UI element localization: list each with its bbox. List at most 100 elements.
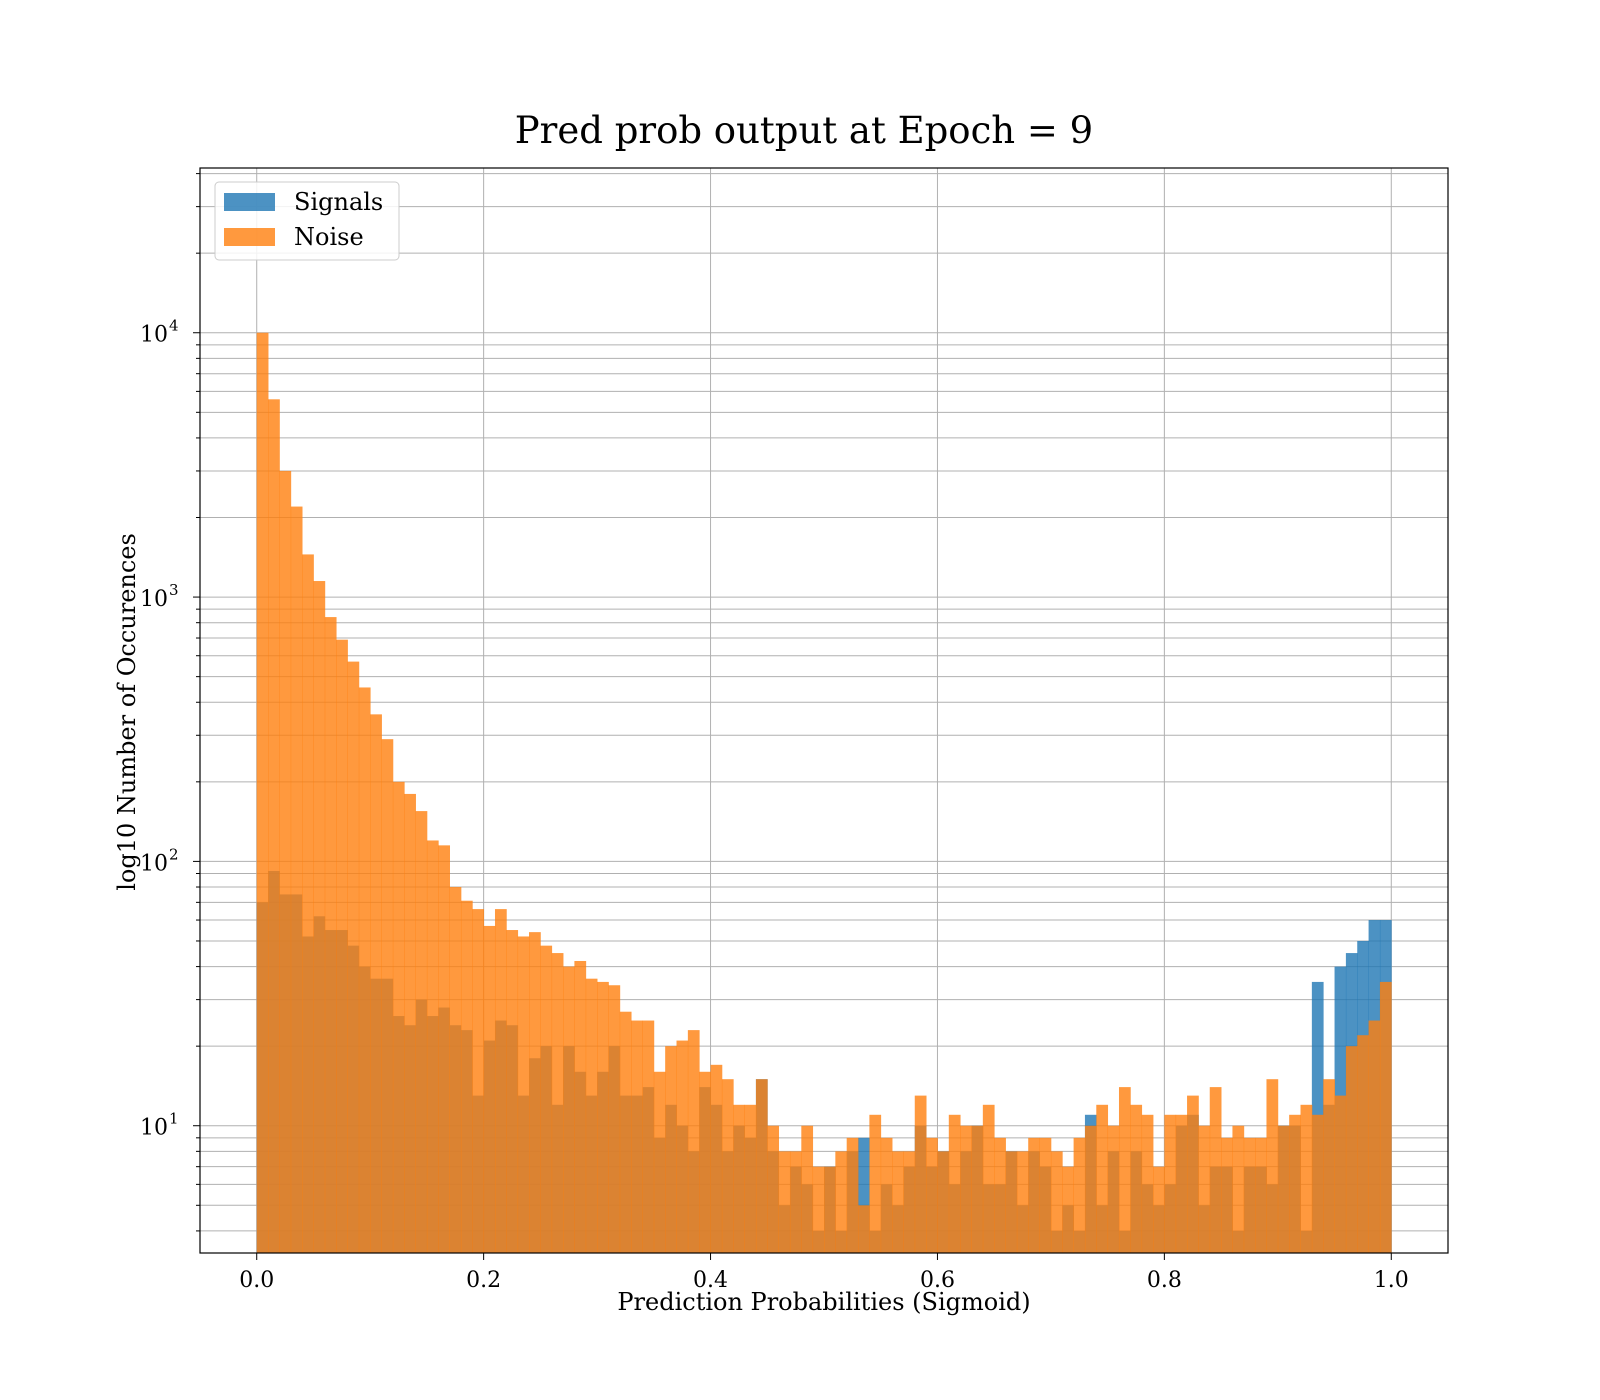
bar-noise — [631, 1020, 643, 1253]
bar-noise — [1005, 1151, 1018, 1253]
bar-noise — [687, 1030, 700, 1253]
bar-noise — [1277, 1125, 1290, 1253]
bar-noise — [937, 1151, 950, 1253]
bar-noise — [347, 661, 360, 1253]
bar-noise — [381, 739, 394, 1253]
bar-noise — [914, 1095, 927, 1253]
bar-noise — [1175, 1114, 1188, 1253]
bar-noise — [1198, 1125, 1211, 1253]
bar-noise — [1028, 1137, 1040, 1253]
bar-noise — [801, 1125, 814, 1253]
bar-noise — [744, 1104, 757, 1253]
legend-label-signals: Signals — [294, 188, 383, 216]
bar-noise — [880, 1137, 893, 1253]
bar-noise — [1084, 1125, 1097, 1253]
bar-noise — [1243, 1137, 1256, 1253]
bar-noise — [1289, 1114, 1301, 1253]
bar-noise — [336, 639, 348, 1253]
bar-noise — [279, 470, 292, 1253]
bar-noise — [1232, 1125, 1245, 1253]
chart-title: Pred prob output at Epoch = 9 — [515, 109, 1093, 152]
bar-noise — [324, 617, 337, 1253]
bar-noise — [971, 1125, 984, 1253]
bar-noise — [392, 781, 405, 1253]
bar-noise — [551, 953, 564, 1253]
bar-noise — [438, 845, 450, 1253]
bar-noise — [846, 1137, 859, 1253]
bar-noise — [676, 1040, 689, 1253]
bar-noise — [994, 1137, 1006, 1253]
bar-noise — [1209, 1087, 1222, 1253]
bar-noise — [926, 1137, 938, 1253]
legend: Signals Noise — [214, 181, 400, 261]
x-axis-ticks: 0.0 0.2 0.4 0.6 0.8 1.0 — [239, 1253, 1409, 1293]
x-tick-label: 0.2 — [466, 1268, 501, 1293]
bar-noise — [960, 1125, 972, 1253]
bar-noise — [892, 1151, 904, 1253]
bar-noise — [358, 687, 371, 1253]
y-axis-label: log10 Number of Occurences — [113, 533, 141, 891]
legend-swatch-noise — [224, 228, 275, 246]
bar-noise — [1062, 1166, 1074, 1253]
bar-noise — [472, 909, 485, 1253]
bar-noise — [948, 1114, 961, 1253]
bar-noise — [1107, 1125, 1120, 1253]
bar-noise — [1096, 1104, 1109, 1253]
x-tick-label: 0.0 — [239, 1268, 274, 1293]
bar-noise — [540, 945, 553, 1253]
bar-noise — [1130, 1104, 1143, 1253]
y-tick-label-exponent: 2 — [169, 845, 179, 863]
bar-noise — [370, 714, 382, 1253]
bar-noise — [1311, 1114, 1324, 1253]
bar-noise — [290, 506, 303, 1253]
bar-noise — [1039, 1137, 1052, 1253]
bar-noise — [426, 840, 439, 1253]
bar-noise — [313, 581, 326, 1253]
legend-swatch-signals — [224, 193, 275, 211]
bar-noise — [1118, 1087, 1131, 1253]
bar-noise — [256, 332, 269, 1253]
bar-noise — [1334, 1095, 1347, 1253]
bar-noise — [517, 936, 530, 1253]
bar-noise — [778, 1151, 791, 1253]
bar-noise — [869, 1114, 882, 1253]
bar-noise — [1016, 1151, 1029, 1253]
bar-noise — [460, 900, 473, 1253]
bar-noise — [755, 1079, 768, 1253]
bar-noise — [404, 793, 416, 1253]
bar-noise — [1187, 1095, 1199, 1253]
bar-noise — [733, 1104, 745, 1253]
y-tick-label: 10 — [140, 1116, 168, 1141]
bar-noise — [494, 909, 507, 1253]
bar-noise — [268, 399, 280, 1253]
bar-noise — [824, 1166, 836, 1253]
bar-noise — [1050, 1151, 1063, 1253]
bar-noise — [585, 978, 598, 1253]
bar-noise — [1255, 1137, 1267, 1253]
bar-noise — [699, 1071, 711, 1253]
bar-noise — [449, 887, 462, 1253]
bar-noise — [767, 1125, 780, 1253]
bar-noise — [1141, 1114, 1154, 1253]
series-noise — [256, 332, 1392, 1253]
bar-noise — [982, 1104, 995, 1253]
bar-noise — [1221, 1137, 1233, 1253]
legend-label-noise: Noise — [294, 223, 364, 251]
bar-noise — [789, 1151, 802, 1253]
bar-noise — [506, 930, 519, 1253]
x-tick-label: 0.8 — [1147, 1268, 1182, 1293]
y-tick-label-exponent: 4 — [169, 317, 179, 335]
bar-noise — [1357, 1035, 1369, 1253]
bar-noise — [1379, 981, 1392, 1253]
bar-noise — [415, 811, 428, 1253]
bar-noise — [597, 981, 609, 1253]
x-tick-label: 0.4 — [693, 1268, 728, 1293]
x-tick-label: 0.6 — [920, 1268, 955, 1293]
bar-noise — [835, 1151, 848, 1253]
bar-noise — [483, 925, 496, 1253]
bar-noise — [1164, 1114, 1177, 1253]
x-axis-label: Prediction Probabilities (Sigmoid) — [617, 1288, 1030, 1316]
y-tick-label: 10 — [140, 587, 168, 612]
